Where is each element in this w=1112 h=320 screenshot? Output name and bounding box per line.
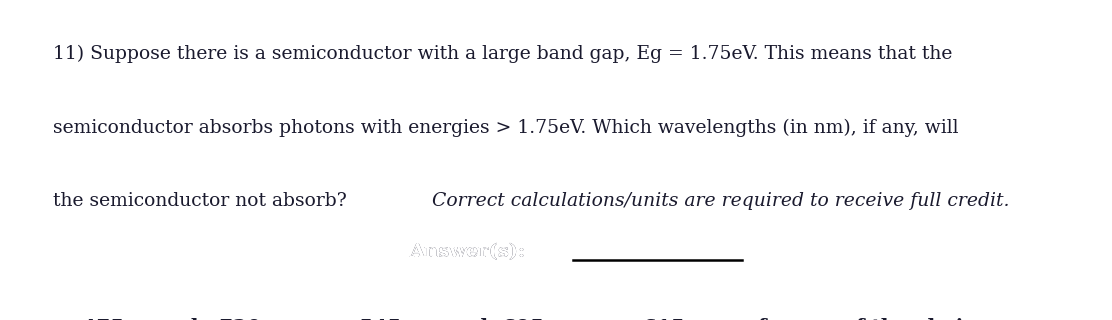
- Text: a. 475: a. 475: [54, 317, 123, 320]
- Text: semiconductor absorbs photons with energies > 1.75eV. Which wavelengths (in nm),: semiconductor absorbs photons with energ…: [52, 118, 959, 137]
- Text: b. 720: b. 720: [191, 317, 261, 320]
- Text: Answer(s):: Answer(s):: [409, 244, 538, 261]
- Text: 11) Suppose there is a semiconductor with a large band gap, Eg = 1.75eV. This me: 11) Suppose there is a semiconductor wit…: [52, 45, 952, 63]
- Text: c. 545: c. 545: [332, 317, 401, 320]
- Text: the semiconductor not absorb?: the semiconductor not absorb?: [52, 192, 353, 210]
- Text: Correct calculations/units are required to receive full credit.: Correct calculations/units are required …: [431, 192, 1009, 210]
- Text: f. none of the choices: f. none of the choices: [757, 317, 1000, 320]
- Text: d. 695: d. 695: [474, 317, 545, 320]
- Text: Answer(s):: Answer(s):: [409, 244, 538, 261]
- Text: e. 615: e. 615: [616, 317, 685, 320]
